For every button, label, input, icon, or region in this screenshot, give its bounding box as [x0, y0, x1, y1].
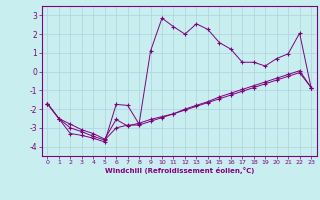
X-axis label: Windchill (Refroidissement éolien,°C): Windchill (Refroidissement éolien,°C)	[105, 167, 254, 174]
